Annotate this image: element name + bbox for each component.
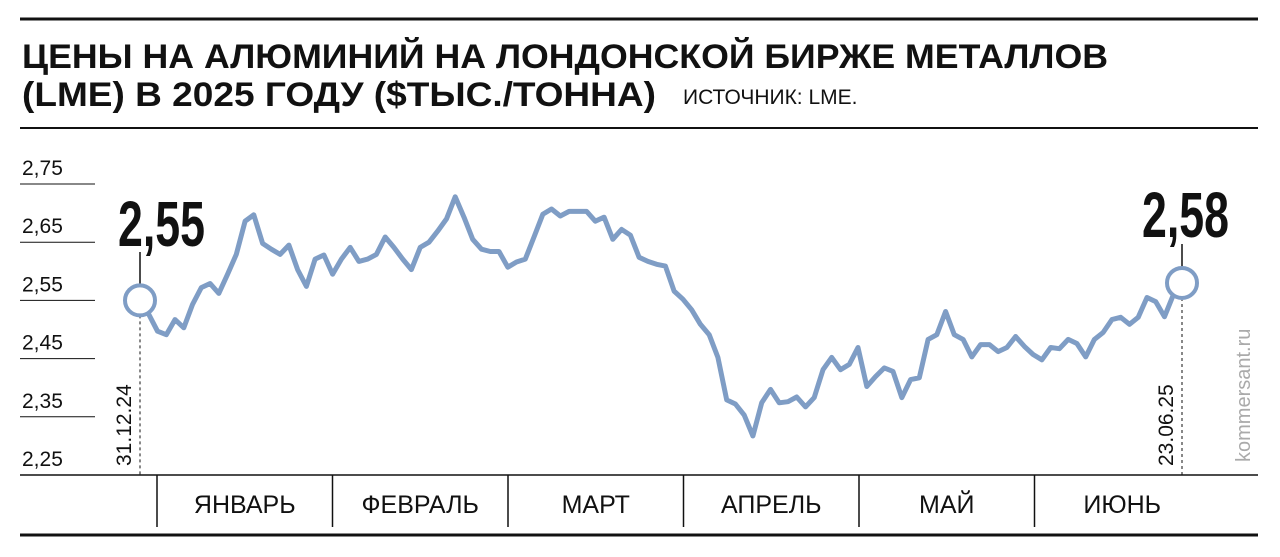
y-tick-label: 2,75: [22, 157, 63, 180]
x-tick-label: ИЮНЬ: [1083, 491, 1161, 519]
x-tick-label: ФЕВРАЛЬ: [362, 491, 479, 519]
y-tick-label: 2,55: [22, 273, 63, 296]
source: ИСТОЧНИК: LME.: [683, 86, 858, 109]
line: [137, 194, 1185, 439]
x-tick-label: МАРТ: [562, 491, 630, 519]
chart-title: (LME) В 2025 ГОДУ ($ТЫС./ТОННА): [22, 76, 656, 114]
y-tick-label: 2,25: [22, 448, 63, 471]
y-tick-label: 2,35: [22, 390, 63, 413]
x-tick-label: МАЙ: [919, 489, 974, 519]
x-tick-label: ЯНВАРЬ: [194, 491, 296, 519]
date-label: 23.06.25: [1155, 384, 1178, 466]
chart-title: ЦЕНЫ НА АЛЮМИНИЙ НА ЛОНДОНСКОЙ БИРЖЕ МЕТ…: [22, 37, 1108, 76]
x-tick-label: АПРЕЛЬ: [721, 491, 822, 519]
value-label: 2,55: [118, 188, 205, 260]
date-label: 31.12.24: [113, 384, 136, 466]
value-label: 2,58: [1142, 179, 1229, 251]
point-marker: [123, 283, 157, 318]
point-marker: [1165, 265, 1199, 300]
watermark: kommersant.ru: [1233, 329, 1255, 462]
y-tick-label: 2,65: [22, 215, 63, 238]
y-tick-label: 2,45: [22, 332, 63, 355]
